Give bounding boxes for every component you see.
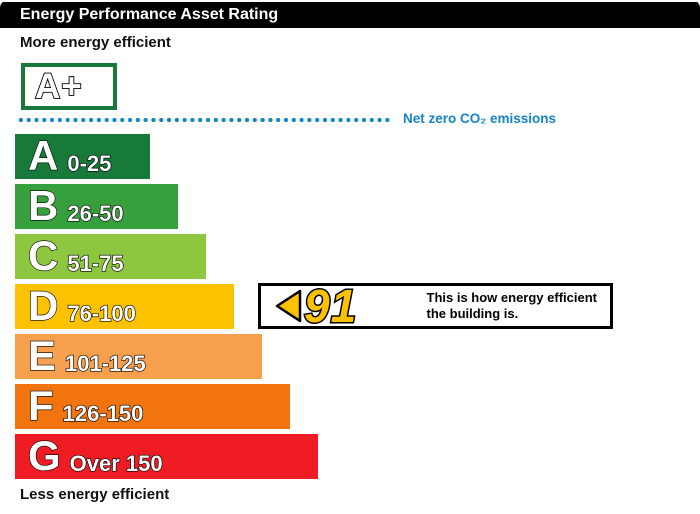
chart-title: Energy Performance Asset Rating <box>20 6 279 23</box>
net-zero-dotted-line <box>17 117 392 123</box>
bands: A 0-25 B 26-50 C 51-75 D 76-100 E 101-12… <box>15 132 318 484</box>
band-range: 101-125 <box>64 350 146 376</box>
rating-description-line1: This is how energy efficient <box>426 290 597 305</box>
band-range: 76-100 <box>67 300 137 326</box>
band-letter: E <box>27 332 57 379</box>
band-row-a: A 0-25 <box>15 132 150 179</box>
band-letter: C <box>27 232 59 279</box>
band-row-d: D 76-100 <box>15 282 234 329</box>
left-arrow-icon <box>275 289 302 323</box>
net-zero-label: Net zero CO₂ emissions <box>403 111 557 126</box>
band-range: 51-75 <box>67 250 125 276</box>
band-letter: D <box>27 282 59 329</box>
rating-description-line2: the building is. <box>426 306 519 321</box>
rating-indicator-box: 91 This is how energy efficient the buil… <box>258 280 613 332</box>
more-energy-efficient-label: More energy efficient <box>20 34 171 51</box>
band-letter: F <box>27 382 54 429</box>
band-letter-a-plus: A+ <box>34 66 83 107</box>
band-row-c: C 51-75 <box>15 232 206 279</box>
band-row-f: F 126-150 <box>15 382 290 429</box>
band-row-b: B 26-50 <box>15 182 178 229</box>
band-range: 126-150 <box>62 400 144 426</box>
chart-title-bar: Energy Performance Asset Rating <box>0 2 700 28</box>
band-range: 0-25 <box>67 150 112 176</box>
band-range: 26-50 <box>67 200 125 226</box>
band-letter: G <box>27 432 61 479</box>
band-letter: A <box>27 132 59 179</box>
band-box-a-plus: A+ <box>21 63 117 110</box>
less-energy-efficient-label: Less energy efficient <box>20 486 170 503</box>
band-range: Over 150 <box>69 450 163 476</box>
band-row-e: E 101-125 <box>15 332 262 379</box>
rating-value: 91 <box>302 280 358 332</box>
rating-description: This is how energy efficient the buildin… <box>427 290 597 322</box>
band-letter: B <box>27 182 59 229</box>
band-row-g: G Over 150 <box>15 432 318 479</box>
